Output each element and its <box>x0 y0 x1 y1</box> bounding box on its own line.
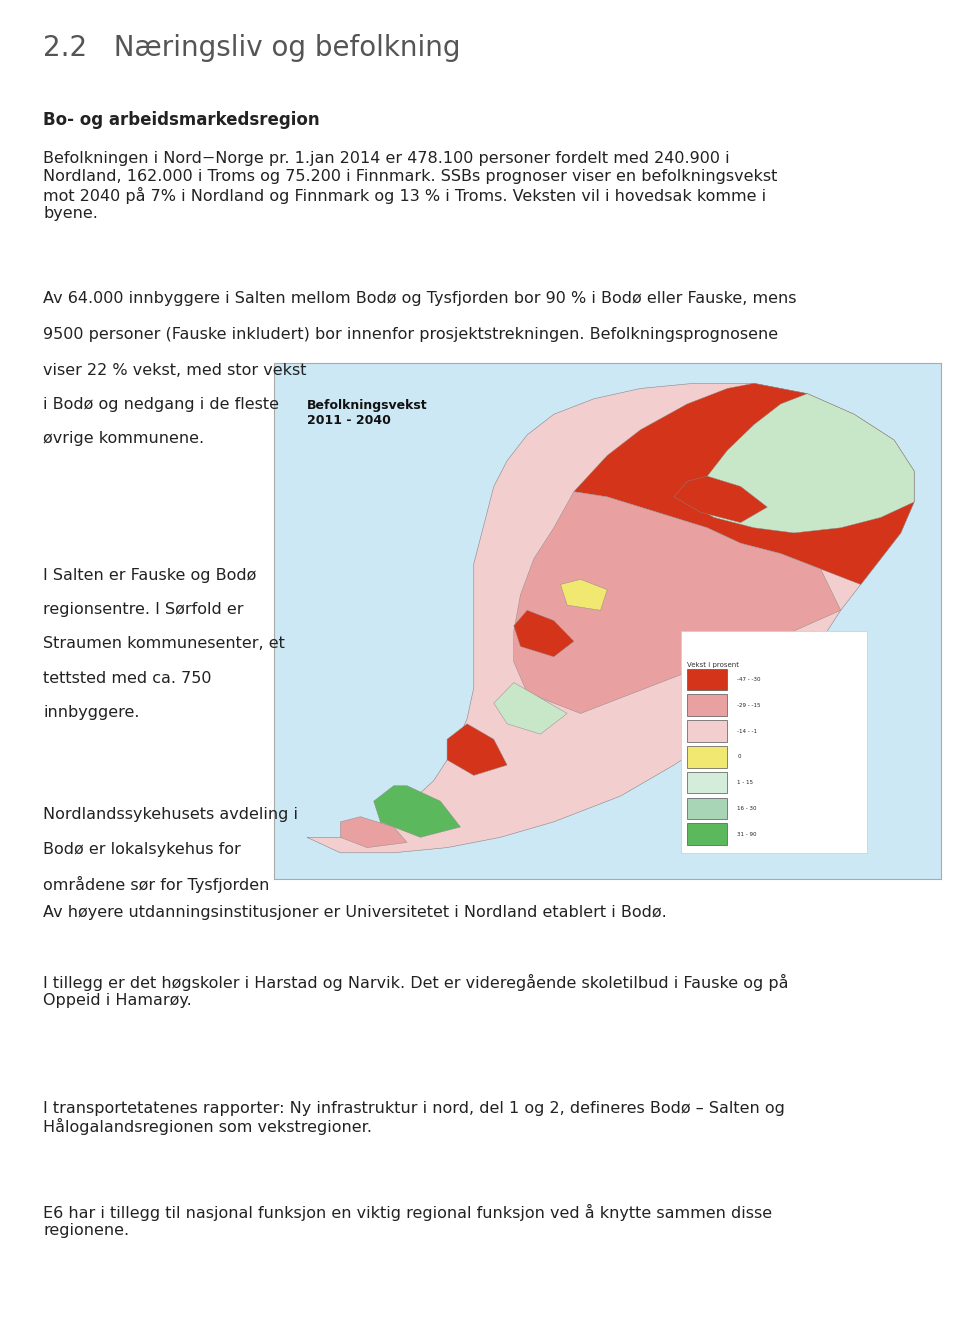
Polygon shape <box>561 579 608 610</box>
Bar <box>687 720 728 742</box>
FancyBboxPatch shape <box>681 631 868 852</box>
Text: Befolkningen i Nord−Norge pr. 1.jan 2014 er 478.100 personer fordelt med 240.900: Befolkningen i Nord−Norge pr. 1.jan 2014… <box>43 151 778 221</box>
Polygon shape <box>674 476 767 523</box>
Text: I tillegg er det høgskoler i Harstad og Narvik. Det er videregående skoletilbud : I tillegg er det høgskoler i Harstad og … <box>43 974 789 1008</box>
Text: 1 - 15: 1 - 15 <box>737 780 754 785</box>
Polygon shape <box>340 816 407 848</box>
Text: -14 - -1: -14 - -1 <box>737 729 757 733</box>
Polygon shape <box>447 724 507 776</box>
Text: tettsted med ca. 750: tettsted med ca. 750 <box>43 670 212 686</box>
Bar <box>687 669 728 690</box>
Polygon shape <box>574 383 914 584</box>
Text: Straumen kommunesenter, et: Straumen kommunesenter, et <box>43 636 285 651</box>
Text: Bodø er lokalsykehus for: Bodø er lokalsykehus for <box>43 842 241 856</box>
Text: Av 64.000 innbyggere i Salten mellom Bodø og Tysfjorden bor 90 % i Bodø eller Fa: Av 64.000 innbyggere i Salten mellom Bod… <box>43 291 797 306</box>
Text: 31 - 90: 31 - 90 <box>737 832 756 836</box>
Text: I Salten er Fauske og Bodø: I Salten er Fauske og Bodø <box>43 568 256 583</box>
Text: Befolkningsvekst
2011 - 2040: Befolkningsvekst 2011 - 2040 <box>307 399 427 426</box>
Text: 16 - 30: 16 - 30 <box>737 805 756 811</box>
Text: Bo- og arbeidsmarkedsregion: Bo- og arbeidsmarkedsregion <box>43 111 320 129</box>
Text: -47 - -30: -47 - -30 <box>737 677 761 682</box>
Text: i Bodø og nedgang i de fleste: i Bodø og nedgang i de fleste <box>43 397 279 411</box>
Text: -29 - -15: -29 - -15 <box>737 702 761 708</box>
Polygon shape <box>687 394 914 533</box>
Bar <box>687 746 728 768</box>
Text: Av høyere utdanningsinstitusjoner er Universitetet i Nordland etablert i Bodø.: Av høyere utdanningsinstitusjoner er Uni… <box>43 906 667 921</box>
Text: I transportetatenes rapporter: Ny infrastruktur i nord, del 1 og 2, defineres Bo: I transportetatenes rapporter: Ny infras… <box>43 1100 785 1135</box>
Text: 0: 0 <box>737 754 741 760</box>
Bar <box>687 797 728 819</box>
Text: 2.2   Næringsliv og befolkning: 2.2 Næringsliv og befolkning <box>43 34 461 62</box>
Text: E6 har i tillegg til nasjonal funksjon en viktig regional funksjon ved å knytte : E6 har i tillegg til nasjonal funksjon e… <box>43 1203 773 1238</box>
Text: 9500 personer (Fauske inkludert) bor innenfor prosjektstrekningen. Befolkningspr: 9500 personer (Fauske inkludert) bor inn… <box>43 327 779 342</box>
Text: viser 22 % vekst, med stor vekst: viser 22 % vekst, med stor vekst <box>43 363 306 378</box>
Polygon shape <box>514 492 841 713</box>
Bar <box>687 823 728 846</box>
Text: regionsentre. I Sørfold er: regionsentre. I Sørfold er <box>43 602 244 618</box>
Text: områdene sør for Tysfjorden: områdene sør for Tysfjorden <box>43 876 270 892</box>
Polygon shape <box>373 785 461 838</box>
Polygon shape <box>514 610 574 657</box>
Text: øvrige kommunene.: øvrige kommunene. <box>43 431 204 446</box>
Polygon shape <box>307 383 914 852</box>
Bar <box>687 772 728 793</box>
Polygon shape <box>493 682 567 734</box>
Text: innbyggere.: innbyggere. <box>43 705 140 720</box>
Text: Vekst i prosent: Vekst i prosent <box>687 662 739 667</box>
Bar <box>687 694 728 716</box>
Text: Nordlandssykehusets avdeling i: Nordlandssykehusets avdeling i <box>43 808 299 823</box>
